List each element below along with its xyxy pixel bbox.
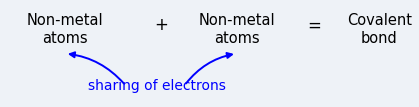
Text: Non-metal
atoms: Non-metal atoms bbox=[27, 13, 103, 46]
Text: =: = bbox=[307, 17, 321, 35]
Text: +: + bbox=[154, 16, 168, 34]
Text: sharing of electrons: sharing of electrons bbox=[88, 79, 226, 93]
Text: Covalent
bond: Covalent bond bbox=[347, 13, 412, 46]
Text: Non-metal
atoms: Non-metal atoms bbox=[199, 13, 275, 46]
